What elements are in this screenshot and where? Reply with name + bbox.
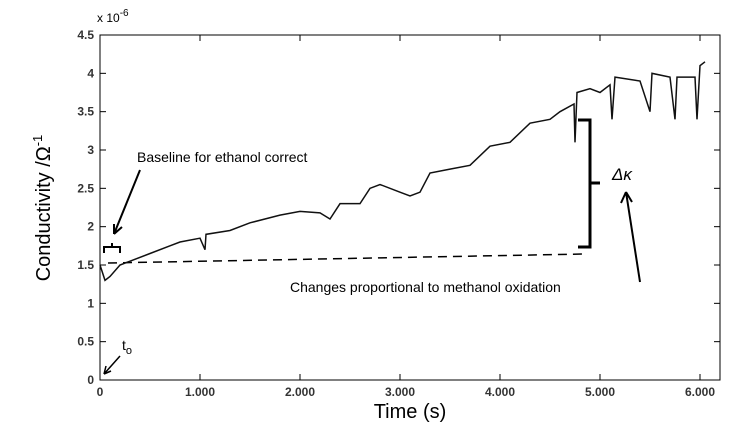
y-tick-label: 0.5 [77, 335, 94, 349]
y-tick-label: 1.5 [77, 258, 94, 272]
delta-label: Δκ [611, 165, 633, 184]
x-tick-label: 6.000 [685, 385, 715, 399]
small-bracket [103, 243, 121, 253]
y-tick-label: 3.5 [77, 105, 94, 119]
y-multiplier-base: x 10 [97, 11, 120, 25]
data-line [99, 61, 706, 282]
big-bracket [578, 118, 600, 249]
y-label-sup: -1 [30, 135, 45, 147]
baseline-arrow [113, 169, 141, 235]
y-tick-label: 4.5 [77, 28, 94, 42]
y-multiplier: x 10-6 [97, 8, 129, 25]
x-tick-label: 2.000 [285, 385, 315, 399]
y-tick-label: 2 [87, 220, 94, 234]
x-tick-label: 1.000 [185, 385, 215, 399]
baseline-dash [107, 253, 586, 264]
y-tick-label: 2.5 [77, 181, 94, 195]
t0-sub: o [126, 345, 132, 357]
y-tick-label: 3 [87, 143, 94, 157]
x-axis-label: Time (s) [374, 401, 447, 423]
changes-label: Changes proportional to methanol oxidati… [290, 279, 561, 295]
baseline-label: Baseline for ethanol correct [137, 149, 308, 165]
t0-arrow [103, 355, 121, 375]
plot-frame [99, 34, 721, 381]
delta-arrow [620, 191, 641, 283]
x-tick-label: 5.000 [585, 385, 615, 399]
x-tick-label: 3.000 [385, 385, 415, 399]
y-tick-label: 4 [87, 66, 94, 80]
t0-main: t [122, 337, 126, 353]
y-tick-label: 1 [87, 296, 94, 310]
x-tick-label: 0 [97, 385, 104, 399]
t0-label: to [122, 337, 132, 357]
y-label-main: Conductivity /Ω [33, 146, 55, 281]
y-axis-label: Conductivity /Ω-1 [30, 135, 55, 282]
x-tick-label: 4.000 [485, 385, 515, 399]
y-tick-label: 0 [87, 373, 94, 387]
y-multiplier-exp: -6 [120, 8, 129, 19]
